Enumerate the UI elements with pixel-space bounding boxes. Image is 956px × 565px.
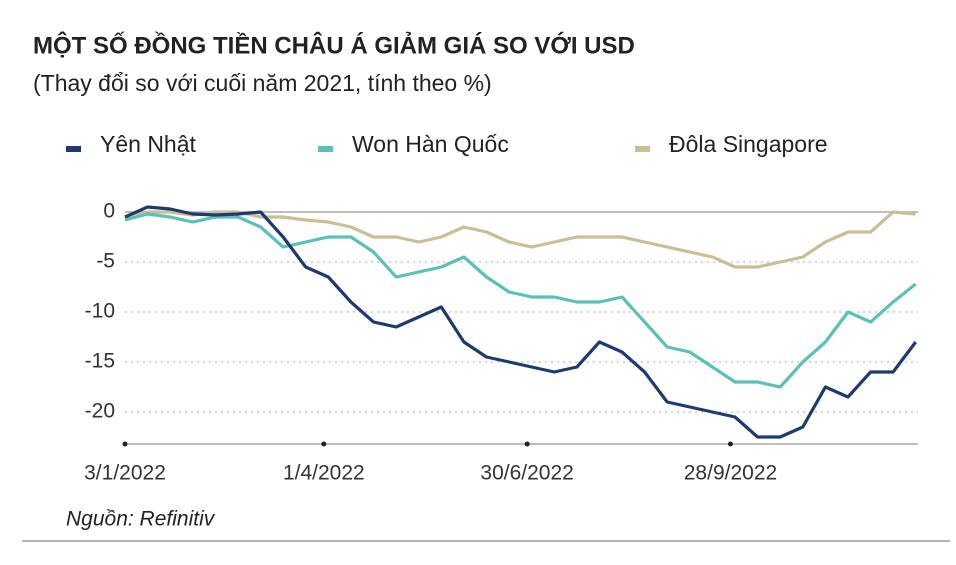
series-line [124, 205, 917, 439]
chart-title: MỘT SỐ ĐỒNG TIỀN CHÂU Á GIẢM GIÁ SO VỚI … [33, 30, 635, 59]
legend-label: Đôla Singapore [669, 131, 828, 157]
x-tick-label: 3/1/2022 [84, 462, 166, 485]
y-tick-label: 0 [103, 200, 115, 223]
x-tick [727, 441, 733, 447]
y-tick-label: -5 [96, 250, 115, 273]
x-tick [122, 441, 128, 447]
y-tick-label: -20 [85, 400, 115, 423]
y-tick-label: -15 [85, 350, 115, 373]
legend-label: Yên Nhật [100, 131, 197, 157]
x-tick-label: 30/6/2022 [480, 462, 573, 485]
source: Nguồn: Refinitiv [66, 508, 216, 531]
x-tick-label: 28/9/2022 [684, 462, 777, 485]
x-tick [321, 441, 327, 447]
chart-subtitle: (Thay đổi so với cuối năm 2021, tính the… [33, 70, 492, 96]
legend-label: Won Hàn Quốc [352, 131, 509, 157]
x-tick-label: 1/4/2022 [283, 462, 365, 485]
y-tick-label: -10 [85, 300, 115, 323]
series-line [124, 210, 916, 269]
x-tick [524, 441, 530, 447]
series-line [124, 212, 917, 389]
